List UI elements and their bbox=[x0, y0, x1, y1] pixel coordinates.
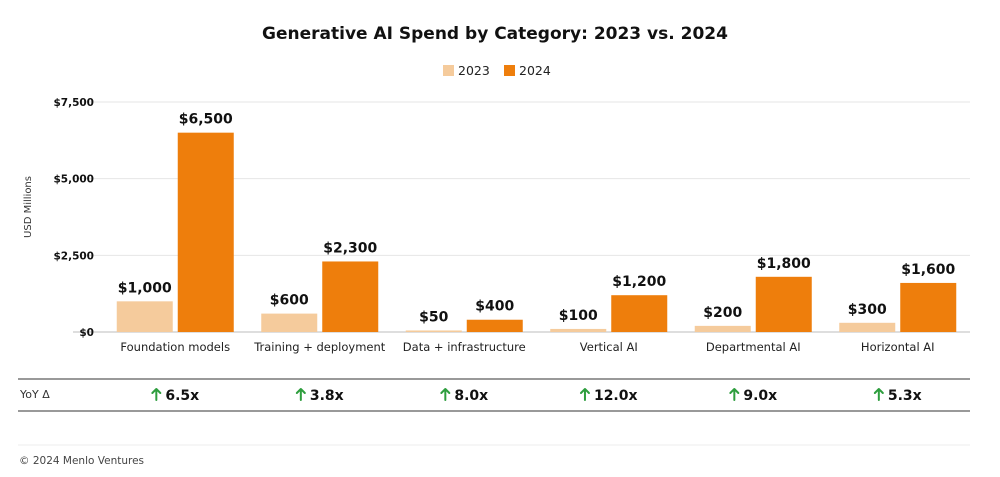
legend-label-2024: 2024 bbox=[519, 63, 551, 78]
legend-label-2023: 2023 bbox=[458, 63, 490, 78]
bar-2024-4 bbox=[755, 276, 812, 332]
bar-2024-3 bbox=[611, 295, 668, 332]
yoy-value: 12.0x bbox=[594, 388, 638, 404]
up-arrow-icon bbox=[873, 388, 884, 401]
yoy-value: 9.0x bbox=[743, 388, 777, 404]
up-arrow-icon bbox=[440, 388, 451, 401]
bar-2024-2 bbox=[466, 319, 523, 332]
yoy-value: 3.8x bbox=[310, 388, 344, 404]
up-arrow-icon bbox=[151, 388, 162, 401]
footer-copyright: © 2024 Menlo Ventures bbox=[19, 455, 144, 467]
yoy-row-label: YoY Δ bbox=[19, 388, 50, 401]
yoy-cell: 5.3x bbox=[873, 388, 922, 404]
legend: 2023 2024 bbox=[443, 63, 551, 78]
bar-2024-0 bbox=[177, 132, 234, 332]
bars bbox=[116, 132, 957, 332]
bar-2023-3 bbox=[550, 328, 607, 332]
up-arrow-icon bbox=[295, 388, 306, 401]
bar-2023-2 bbox=[405, 330, 462, 332]
bar-2024-1 bbox=[322, 261, 379, 332]
yoy-value: 8.0x bbox=[454, 388, 488, 404]
category-label: Data + infrastructure bbox=[403, 340, 526, 354]
category-label: Departmental AI bbox=[706, 340, 801, 354]
data-label: $1,000 bbox=[118, 280, 172, 296]
y-axis-label: USD Millions bbox=[23, 176, 34, 238]
category-label: Horizontal AI bbox=[861, 340, 935, 354]
yoy-cell: 3.8x bbox=[295, 388, 344, 404]
yoy-cell: 6.5x bbox=[151, 388, 199, 404]
bar-2023-4 bbox=[694, 325, 751, 332]
yoy-cell: 12.0x bbox=[579, 388, 638, 404]
chart-title: Generative AI Spend by Category: 2023 vs… bbox=[262, 24, 728, 44]
yoy-cell: 8.0x bbox=[440, 388, 488, 404]
category-label: Training + deployment bbox=[253, 340, 386, 354]
data-label: $50 bbox=[419, 309, 448, 325]
data-label: $2,300 bbox=[323, 240, 377, 256]
data-label: $600 bbox=[270, 293, 309, 309]
yoy-values: 6.5x 3.8x 8.0x 12.0x 9.0x 5.3x bbox=[151, 388, 922, 404]
yoy-value: 6.5x bbox=[165, 388, 199, 404]
legend-swatch-2024 bbox=[504, 65, 515, 76]
data-label: $200 bbox=[703, 305, 742, 321]
data-label: $100 bbox=[559, 308, 598, 324]
category-label: Foundation models bbox=[120, 340, 230, 354]
data-label: $300 bbox=[848, 302, 887, 318]
bar-2023-0 bbox=[116, 301, 173, 332]
yoy-cell: 9.0x bbox=[729, 388, 777, 404]
y-tick-label: $5,000 bbox=[53, 174, 94, 186]
y-tick-label: $0 bbox=[79, 327, 94, 339]
y-axis-ticks: $0 $2,500 $5,000 $7,500 bbox=[53, 97, 94, 339]
yoy-value: 5.3x bbox=[888, 388, 922, 404]
y-tick-label: $2,500 bbox=[53, 250, 94, 262]
bar-2024-5 bbox=[900, 282, 957, 332]
category-label: Vertical AI bbox=[580, 340, 638, 354]
up-arrow-icon bbox=[729, 388, 740, 401]
data-label: $1,600 bbox=[901, 262, 955, 278]
up-arrow-icon bbox=[579, 388, 590, 401]
data-label: $400 bbox=[475, 299, 514, 315]
category-labels: Foundation models Training + deployment Da… bbox=[120, 340, 934, 354]
data-label: $1,800 bbox=[757, 256, 811, 272]
bar-value-labels: $1,000 $6,500 $600 $2,300 $50 $400 $100 $1,200 $… bbox=[118, 112, 956, 326]
data-label: $6,500 bbox=[179, 112, 233, 128]
legend-swatch-2023 bbox=[443, 65, 454, 76]
yoy-row: YoY Δ 6.5x 3.8x 8.0x 12.0x 9.0x 5.3x bbox=[18, 378, 970, 412]
data-label: $1,200 bbox=[612, 274, 666, 290]
bar-2023-5 bbox=[839, 322, 896, 332]
bar-2023-1 bbox=[261, 313, 318, 332]
y-tick-label: $7,500 bbox=[53, 97, 94, 109]
